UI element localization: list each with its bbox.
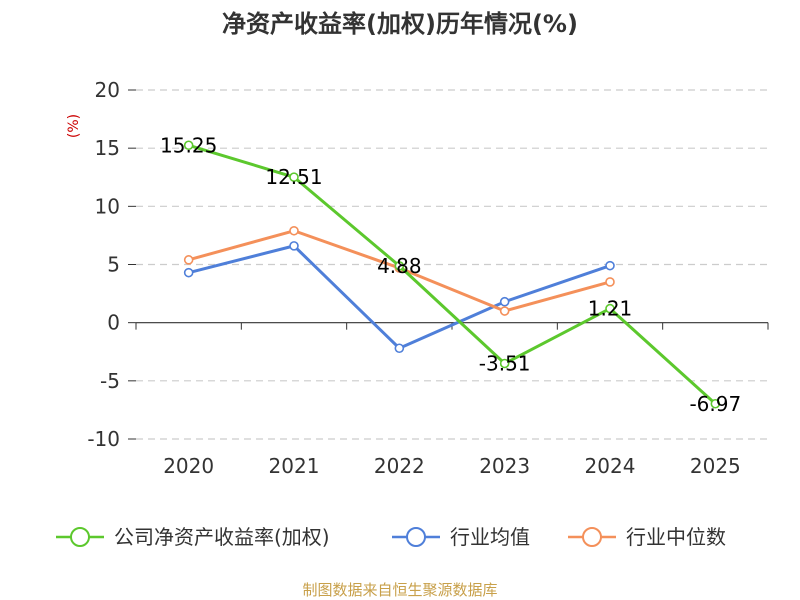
data-point [605, 277, 615, 287]
x-tick-label: 2023 [479, 454, 530, 478]
data-label: 4.88 [377, 254, 422, 278]
y-tick-label: 10 [95, 194, 120, 218]
y-tick-label: 20 [95, 78, 120, 102]
data-point [605, 260, 615, 271]
data-label: 12.51 [265, 165, 322, 189]
data-point [183, 255, 194, 265]
data-point [289, 241, 299, 251]
series [183, 140, 721, 409]
y-tick-label: 15 [95, 136, 120, 160]
data-point [289, 225, 299, 236]
data-point [499, 306, 510, 316]
y-tick-label: -5 [100, 369, 120, 393]
y-axis-unit: (%) [66, 114, 82, 138]
axes: 20 15 10 5 0 -5 -10 2020 2021 2022 2023 2024 2025 [87, 78, 769, 478]
y-tick-label: 5 [107, 253, 120, 277]
data-label: -3.51 [479, 351, 531, 375]
data-point [394, 261, 405, 271]
source-note: 制图数据来自恒生聚源数据库 [302, 581, 497, 599]
data-label: -6.97 [689, 392, 741, 416]
legend-label: 行业均值 [450, 525, 530, 549]
x-tick-label: 2024 [585, 454, 636, 478]
data-point [710, 398, 721, 409]
chart-title: 净资产收益率(加权)历年情况(%) [222, 10, 578, 38]
x-tick-label: 2020 [163, 454, 214, 478]
data-label: 15.25 [160, 133, 217, 157]
x-tick-label: 2022 [374, 454, 425, 478]
grid [136, 89, 768, 440]
series-line-0 [188, 143, 717, 405]
data-point [394, 343, 405, 354]
data-labels: 15.25 12.51 4.88 -3.51 1.21 -6.97 [160, 133, 741, 415]
x-tick-label: 2021 [269, 454, 320, 478]
legend-marker [406, 527, 426, 547]
legend: 公司净资产收益率(加权) 行业均值 行业中位数 [56, 525, 726, 549]
legend-label: 公司净资产收益率(加权) [114, 525, 330, 549]
data-label: 1.21 [588, 297, 633, 321]
data-point [499, 358, 510, 369]
legend-label: 行业中位数 [626, 525, 726, 549]
y-tick-label: 0 [107, 311, 120, 335]
data-point [183, 140, 194, 151]
data-point [605, 303, 615, 314]
data-point [289, 172, 299, 182]
legend-marker [582, 527, 602, 547]
x-tick-label: 2025 [690, 454, 741, 478]
data-point [183, 267, 194, 278]
y-tick-label: -10 [87, 427, 120, 451]
data-point [499, 296, 510, 307]
legend-marker [70, 527, 90, 547]
